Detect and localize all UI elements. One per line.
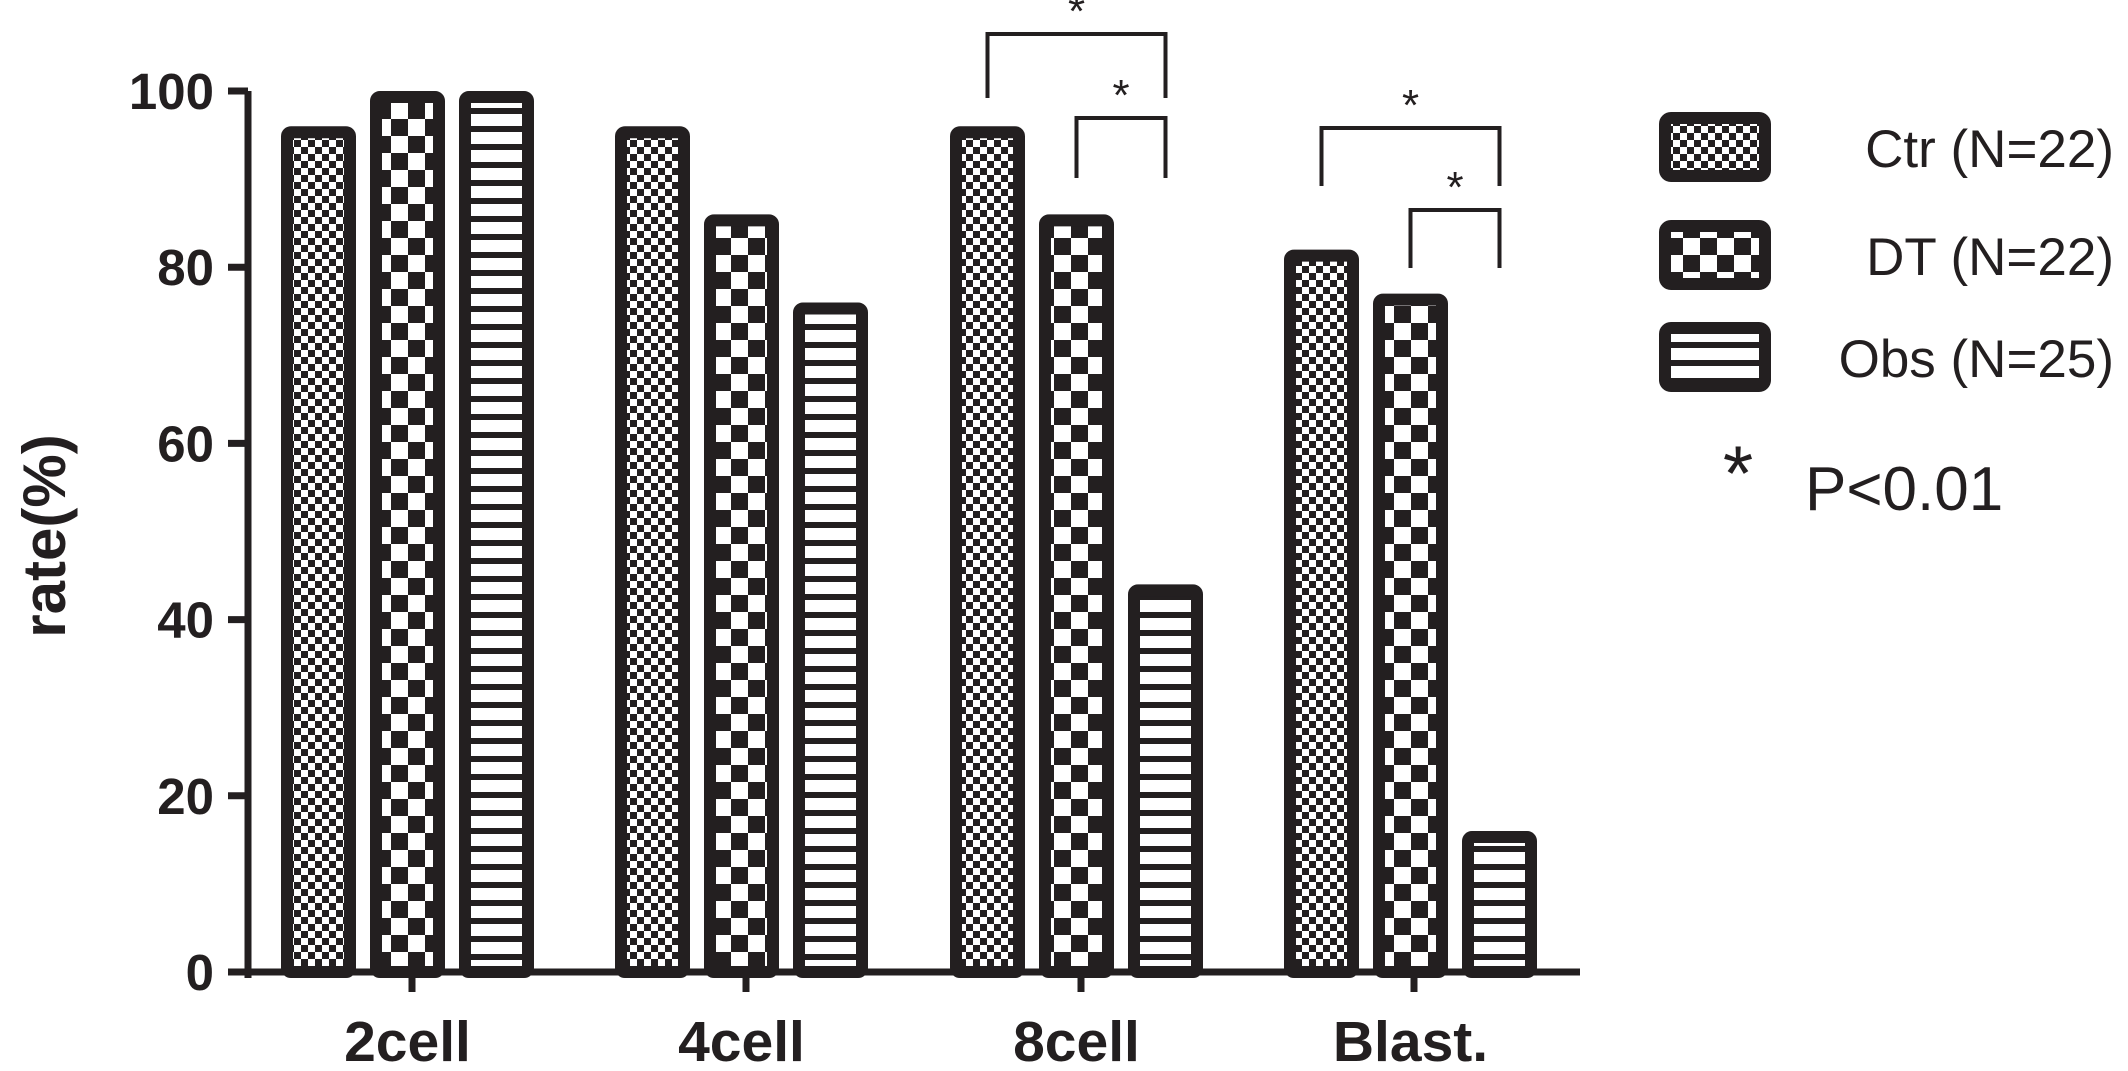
legend-swatch-obs — [1659, 322, 1771, 392]
legend: Ctr (N=22) DT (N=22) Obs (N=25) — [1659, 112, 2114, 392]
significance-bracket-blast-dt-vs-obs — [1408, 208, 1502, 268]
y-tick-label-100: 100 — [129, 63, 214, 120]
x-tick-label-8cell: 8cell — [1013, 1010, 1140, 1071]
y-tick-label-80: 80 — [157, 239, 214, 296]
bar-dt-8cell — [1039, 214, 1114, 978]
significance-star-blast-dt-vs-obs: * — [1446, 163, 1463, 212]
bar-dt-2cell — [370, 91, 445, 978]
significance-star-8cell-ctr-vs-obs: * — [1068, 0, 1085, 36]
p-value-star: * — [1723, 429, 1753, 517]
bar-dt-blast — [1373, 293, 1448, 978]
significance-star-8cell-dt-vs-obs: * — [1112, 71, 1129, 120]
p-value-text: P<0.01 — [1805, 455, 2003, 524]
y-tick-label-40: 40 — [157, 592, 214, 649]
legend-swatch-ctr — [1659, 112, 1771, 182]
bar-obs-8cell — [1128, 584, 1203, 978]
significance-bracket-8cell-dt-vs-obs — [1074, 116, 1168, 178]
significance-bracket-8cell-ctr-vs-obs — [985, 32, 1168, 98]
bar-ctr-blast — [1284, 249, 1359, 978]
y-tick-label-60: 60 — [157, 415, 214, 472]
bar-ctr-4cell — [615, 126, 690, 979]
legend-label-dt: DT (N=22) — [1866, 228, 2114, 287]
legend-label-ctr: Ctr (N=22) — [1865, 120, 2114, 179]
legend-swatch-dt — [1659, 220, 1771, 290]
bar-ctr-8cell — [950, 126, 1025, 979]
legend-label-obs: Obs (N=25) — [1839, 330, 2114, 389]
y-axis-title: rate(%) — [11, 434, 78, 637]
x-tick-label-2cell: 2cell — [344, 1010, 471, 1071]
significance-star-blast-ctr-vs-obs: * — [1402, 81, 1419, 130]
x-tick-label-blast: Blast. — [1333, 1010, 1488, 1071]
y-tick-label-20: 20 — [157, 768, 214, 825]
bar-ctr-2cell — [281, 126, 356, 979]
y-tick-label-0: 0 — [186, 944, 214, 1001]
x-tick-label-4cell: 4cell — [678, 1010, 805, 1071]
significance-bracket-blast-ctr-vs-obs — [1319, 126, 1502, 186]
bar-obs-blast — [1462, 831, 1537, 978]
bar-obs-2cell — [459, 91, 534, 978]
bar-obs-4cell — [793, 302, 868, 978]
p-value-note: * P<0.01 — [1723, 429, 2003, 524]
bar-dt-4cell — [704, 214, 779, 978]
